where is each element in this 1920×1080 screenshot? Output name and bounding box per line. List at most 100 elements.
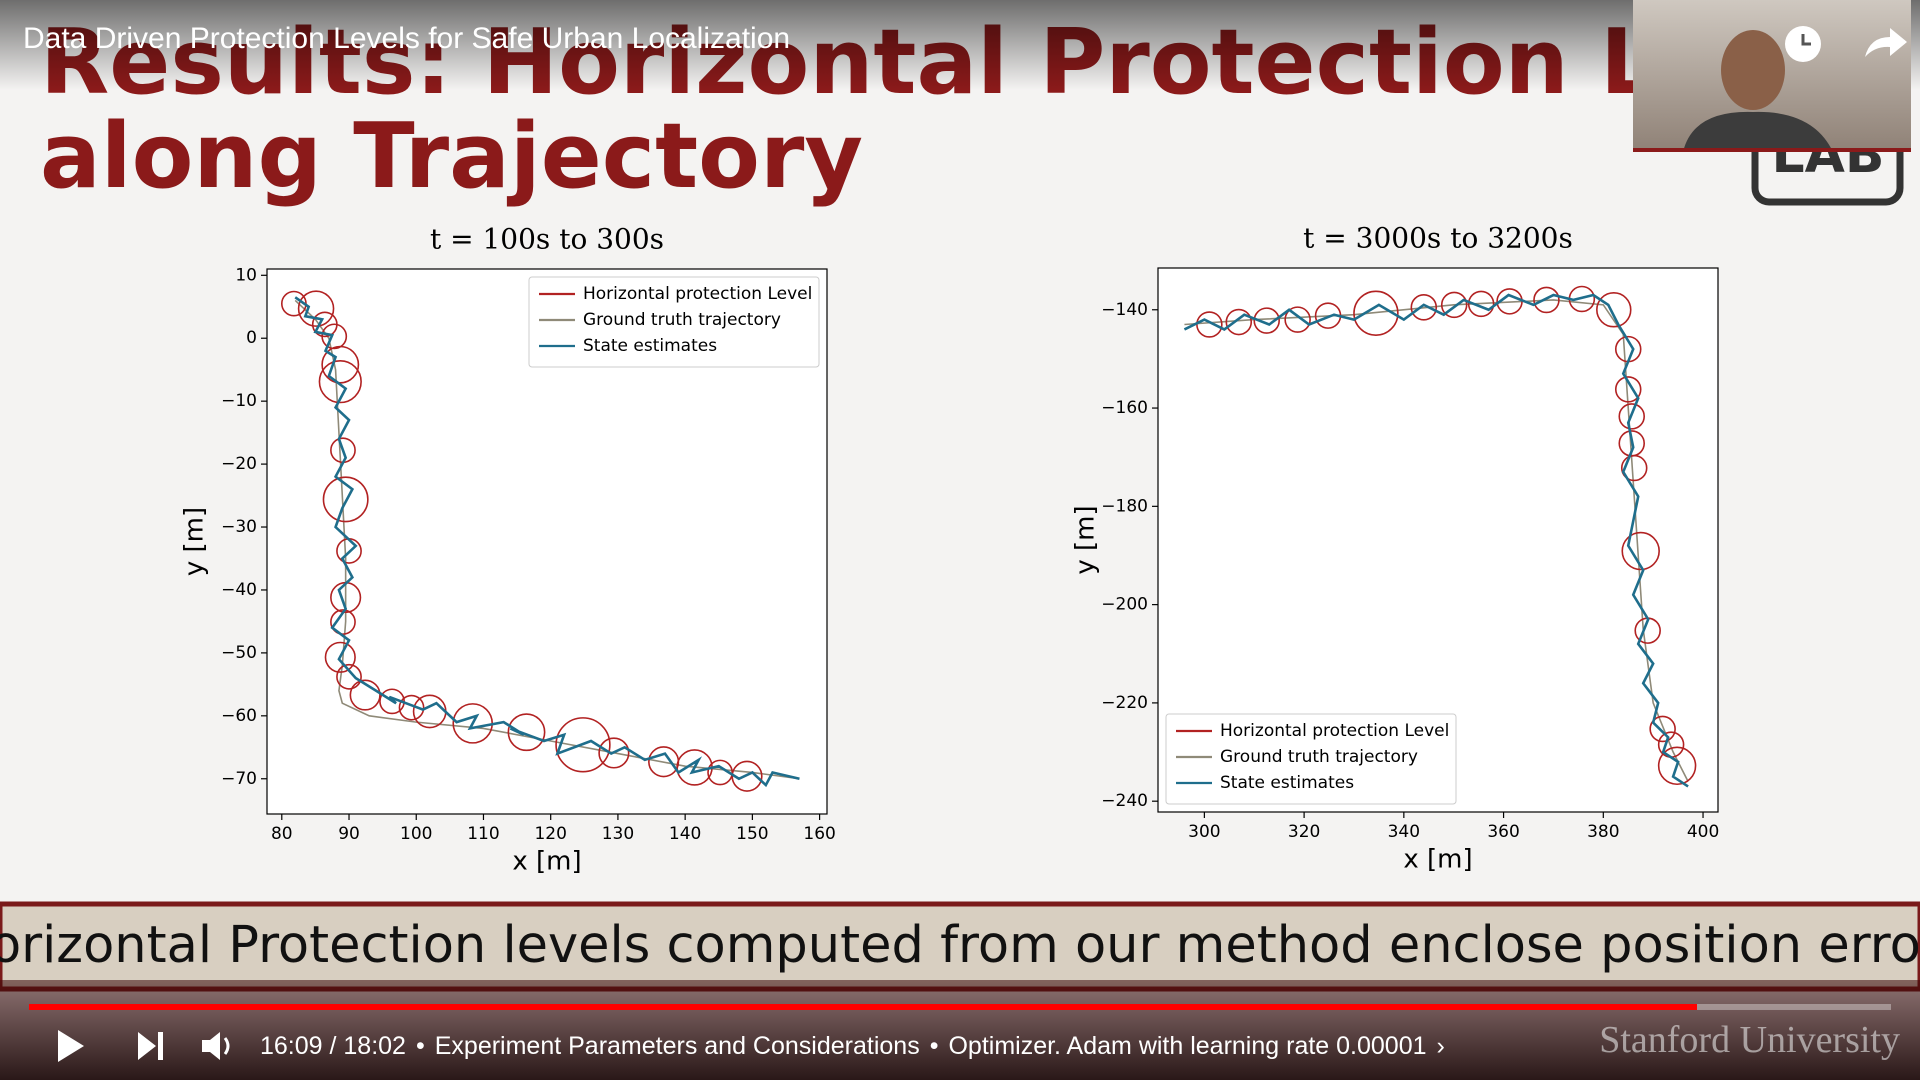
y-tick-label: −30 bbox=[221, 517, 257, 537]
protection-circle bbox=[731, 760, 763, 792]
protection-circle bbox=[322, 476, 369, 523]
y-tick-label: −220 bbox=[1101, 693, 1148, 713]
protection-circle bbox=[321, 345, 360, 384]
share[interactable] bbox=[1865, 28, 1907, 57]
y-tick-label: −40 bbox=[221, 580, 257, 600]
y-tick-label: −160 bbox=[1101, 398, 1148, 418]
protection-circle bbox=[555, 717, 611, 773]
volume-button[interactable] bbox=[202, 1032, 220, 1060]
chapter[interactable]: Experiment Parameters and Considerations bbox=[434, 1031, 920, 1060]
y-tick-label: −70 bbox=[221, 769, 257, 789]
series-group bbox=[280, 290, 800, 792]
y-tick-label: −240 bbox=[1101, 791, 1148, 811]
protection-circle bbox=[324, 641, 356, 673]
protection-circle bbox=[1657, 746, 1697, 786]
protection-circle bbox=[1353, 290, 1399, 336]
top-shade bbox=[0, 0, 1920, 90]
webcam bbox=[1633, 0, 1911, 154]
x-tick-label: 120 bbox=[534, 824, 566, 844]
caption: Horizontal Protection levels computed fr… bbox=[0, 916, 1920, 975]
trajectory-line bbox=[294, 296, 800, 788]
y-tick-label: −140 bbox=[1101, 300, 1148, 320]
protection-circle bbox=[1467, 290, 1495, 318]
legend-label: Horizontal protection Level bbox=[583, 284, 812, 304]
next-button[interactable] bbox=[138, 1032, 163, 1060]
y-tick-label: 10 bbox=[235, 265, 257, 285]
description[interactable]: Optimizer. Adam with learning rate 0.000… bbox=[948, 1031, 1427, 1060]
protection-circle bbox=[1614, 376, 1642, 403]
legend-label: Horizontal protection Level bbox=[1220, 721, 1449, 741]
x-tick-label: 130 bbox=[602, 824, 634, 844]
player-buttons bbox=[58, 1030, 230, 1062]
y-tick-label: −10 bbox=[221, 391, 257, 411]
protection-circle bbox=[349, 679, 381, 711]
controls: 16:09 / 18:02 • Experiment Parameters an… bbox=[0, 1020, 1920, 1072]
legend-label: Ground truth trajectory bbox=[1220, 747, 1418, 767]
protection-circle bbox=[1284, 306, 1311, 333]
protection-circle bbox=[1225, 308, 1253, 336]
chart: t = 3000s to 3200s x [m] y [m] 300 320 340 360… bbox=[1071, 222, 1720, 875]
legend-label: State estimates bbox=[583, 336, 717, 356]
x-tick-label: 400 bbox=[1687, 822, 1719, 842]
trajectory-line bbox=[1183, 293, 1689, 788]
x-tick-label: 100 bbox=[400, 824, 432, 844]
protection-circle bbox=[321, 323, 348, 350]
x-tick-label: 360 bbox=[1487, 822, 1519, 842]
x-tick-label: 320 bbox=[1288, 822, 1320, 842]
y-tick-label: 0 bbox=[246, 328, 257, 348]
legend-box bbox=[1165, 713, 1457, 805]
separator: • bbox=[929, 1031, 939, 1060]
x-tick-label: 340 bbox=[1388, 822, 1420, 842]
protection-circle bbox=[1533, 286, 1560, 314]
chart-title: t = 100s to 300s bbox=[430, 223, 664, 256]
top-icons bbox=[1785, 26, 1907, 62]
trajectory-line bbox=[1184, 299, 1689, 782]
time: 16:09 / 18:02 bbox=[260, 1031, 406, 1060]
progress-fill bbox=[29, 1004, 1697, 1010]
x-tick-label: 110 bbox=[467, 824, 499, 844]
x-tick-label: 140 bbox=[669, 824, 701, 844]
more[interactable]: › bbox=[1436, 1031, 1445, 1060]
protection-circle bbox=[1618, 403, 1645, 430]
control-bar bbox=[0, 980, 1920, 1080]
protection-circle bbox=[318, 360, 362, 404]
plot-frame bbox=[266, 268, 828, 815]
legend-label: Ground truth trajectory bbox=[583, 310, 781, 330]
series-group bbox=[1183, 285, 1697, 788]
y-tick-label: −60 bbox=[221, 706, 257, 726]
plot-frame bbox=[1157, 267, 1719, 813]
watermark: Stanford University bbox=[1599, 1019, 1900, 1061]
x-tick-label: 80 bbox=[271, 824, 293, 844]
protection-circle bbox=[398, 694, 425, 721]
y-tick-label: −200 bbox=[1101, 595, 1148, 615]
y-tick-label: −20 bbox=[221, 454, 257, 474]
y-axis-label: y [m] bbox=[180, 507, 210, 576]
x-tick-label: 160 bbox=[803, 824, 835, 844]
x-axis-label: x [m] bbox=[1403, 845, 1472, 875]
x-tick-label: 380 bbox=[1587, 822, 1619, 842]
chart-title: t = 3000s to 3200s bbox=[1303, 222, 1573, 255]
x-tick-label: 150 bbox=[736, 824, 768, 844]
progress-bar[interactable] bbox=[29, 1004, 1891, 1010]
video-title[interactable]: Data Driven Protection Levels for Safe U… bbox=[23, 22, 791, 55]
protection-circle bbox=[1596, 292, 1632, 328]
play-button[interactable] bbox=[58, 1030, 84, 1062]
protection-circle bbox=[507, 713, 546, 752]
protection-circle bbox=[1649, 715, 1676, 743]
separator: • bbox=[415, 1031, 425, 1060]
y-tick-label: −50 bbox=[221, 643, 257, 663]
protection-circle bbox=[1440, 291, 1468, 319]
trajectory-line bbox=[294, 299, 800, 780]
y-tick-label: −180 bbox=[1101, 496, 1148, 516]
protection-circle bbox=[1621, 531, 1660, 571]
protection-circle bbox=[1620, 454, 1648, 482]
x-tick-label: 90 bbox=[338, 824, 360, 844]
slide-title: along Trajectory bbox=[40, 104, 863, 209]
legend-label: State estimates bbox=[1220, 773, 1354, 793]
webcam-figure bbox=[1633, 30, 1911, 154]
x-axis-label: x [m] bbox=[512, 847, 581, 877]
protection-circle bbox=[1410, 294, 1438, 321]
